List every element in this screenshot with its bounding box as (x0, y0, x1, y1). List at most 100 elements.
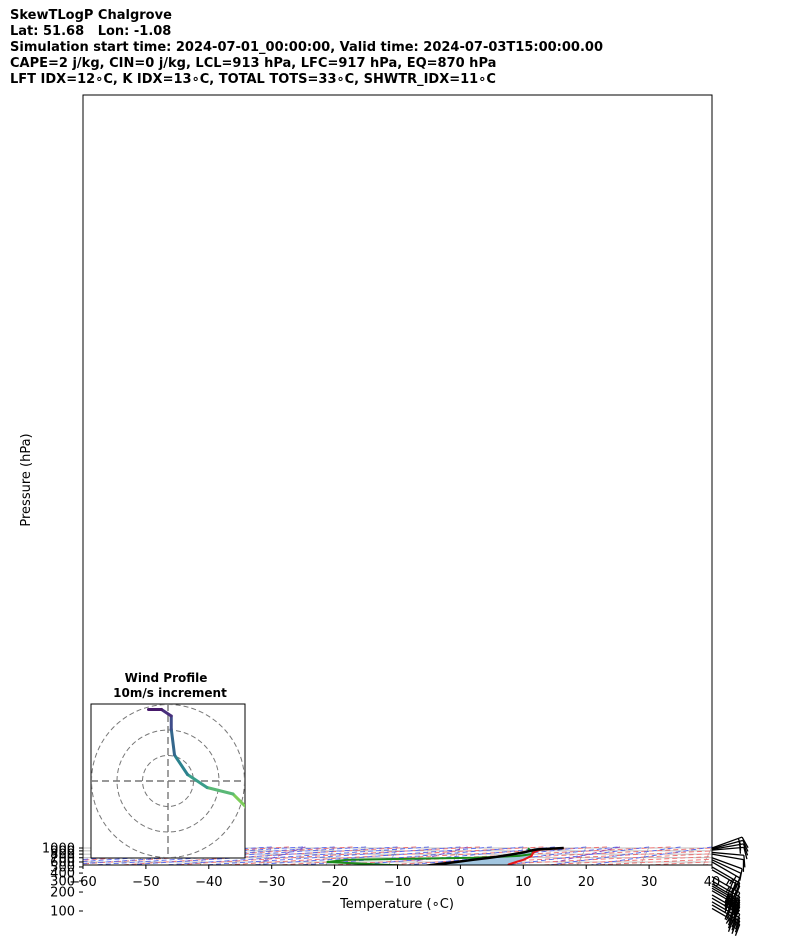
isotherm-line (0, 847, 20, 911)
profile-lines (326, 846, 564, 865)
y-tick-label: 300 (50, 874, 75, 889)
x-tick-label: −10 (384, 875, 411, 890)
moist-adiabat (83, 846, 335, 864)
barb-full (734, 924, 741, 937)
barb-full (742, 843, 749, 856)
mixing-ratio-line (260, 846, 306, 863)
hodograph-ring (91, 704, 245, 858)
moist-adiabat (87, 846, 367, 865)
temperature-line (507, 847, 564, 865)
barb-staff (711, 853, 744, 861)
x-tick-label: 20 (578, 875, 595, 890)
barb-staff (711, 904, 741, 922)
y-tick-label: 200 (50, 886, 75, 901)
barb-staff (711, 846, 744, 851)
barb-staff (711, 880, 741, 898)
y-axis-label: Pressure (hPa) (19, 433, 34, 526)
barb-staff (711, 890, 741, 908)
barb-staff (711, 897, 741, 915)
barb-full (734, 920, 741, 933)
moist-adiabat (157, 846, 429, 865)
barb-full (727, 920, 734, 933)
isotherm-line (702, 846, 712, 865)
dry-adiabat (637, 861, 712, 865)
wind-barb (711, 907, 741, 937)
cape-line: CAPE=2 j/kg, CIN=0 j/kg, LCL=913 hPa, LF… (10, 56, 497, 71)
cape-area (431, 848, 564, 865)
moist-adiabat (346, 846, 555, 865)
barb-half (725, 918, 730, 924)
hodograph-title: Wind Profile (125, 671, 208, 685)
dry-adiabat (83, 846, 353, 865)
dry-adiabat (532, 856, 712, 865)
parcel-line (421, 846, 564, 865)
moist-adiabat (197, 846, 461, 865)
hodograph-segment (186, 772, 209, 790)
barb-staff (711, 836, 743, 849)
barb-staff (711, 866, 741, 884)
title-line: SkewTLogP Chalgrove (10, 8, 172, 23)
isotherm-line (262, 846, 273, 865)
dry-adiabat (218, 846, 544, 865)
hodograph-segment (205, 786, 235, 796)
x-tick-label: 0 (456, 875, 464, 890)
axes: −60 −50 −40 −30 −20 −10 0 10 20 30 40 100 2003004005… (42, 842, 720, 920)
moist-adiabat (545, 846, 681, 865)
wind-barbs (711, 836, 749, 937)
barb-staff (711, 887, 741, 905)
x-tick-label: 30 (641, 875, 658, 890)
hodograph-segment (253, 833, 266, 859)
barb-full (731, 922, 737, 935)
moist-adiabat (120, 846, 398, 865)
barb-staff (711, 869, 741, 887)
y-tick-label: 100 (50, 905, 75, 920)
y-tick-label: 600 (50, 855, 75, 870)
moist-adiabat (501, 846, 650, 865)
isotherm-line (639, 846, 650, 865)
barb-half (739, 847, 742, 854)
x-tick-label: 40 (704, 875, 721, 890)
hodograph-segment (169, 727, 177, 757)
moist-adiabat (400, 846, 587, 865)
hodograph-segment (159, 707, 173, 718)
barb-full (734, 877, 741, 890)
dry-adiabat (113, 846, 417, 865)
hodograph-inset: Wind Profile 10m/s increment (90, 671, 266, 859)
hodograph-subtitle: 10m/s increment (113, 686, 227, 700)
barb-full (731, 918, 737, 931)
isotherm-line (388, 846, 398, 865)
chart-header: SkewTLogP Chalgrove Lat: 51.68 Lon: -1.0… (10, 8, 603, 88)
dry-adiabat (165, 846, 480, 865)
barb-staff (711, 885, 741, 903)
barb-half (725, 879, 730, 886)
y-tick-label: 1000 (42, 842, 75, 857)
barb-staff (711, 839, 744, 850)
y-tick-label: 500 (50, 860, 75, 875)
hodograph-segment (231, 792, 245, 809)
y-tick-label: 700 (50, 851, 75, 866)
x-tick-label: −50 (132, 875, 159, 890)
barb-staff (711, 876, 741, 894)
barb-staff (711, 907, 741, 925)
barb-staff (711, 859, 742, 874)
barb-full (742, 840, 749, 852)
y-tick-label: 900 (50, 844, 75, 859)
y-tick-label: 800 (50, 848, 75, 863)
barb-half (725, 886, 730, 893)
hodograph-plot (91, 704, 266, 859)
location-line: Lat: 51.68 Lon: -1.08 (10, 24, 172, 39)
x-tick-label: −60 (69, 875, 96, 890)
barb-staff (711, 861, 741, 879)
moist-adiabat (292, 846, 524, 865)
hodograph-segment (244, 805, 245, 810)
moist-adiabat (586, 846, 712, 865)
wind-barb (711, 861, 741, 890)
index-line: LFT IDX=12∘C, K IDX=13∘C, TOTAL TOTS=33∘… (10, 72, 496, 87)
x-tick-label: −40 (195, 875, 222, 890)
y-tick-label: 400 (50, 867, 75, 882)
hodograph-segment (173, 753, 190, 776)
barb-full (741, 836, 749, 848)
barb-full (743, 847, 748, 860)
barb-full (727, 916, 734, 929)
